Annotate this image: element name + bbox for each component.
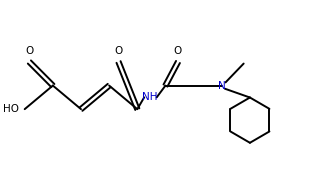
Text: O: O bbox=[114, 46, 123, 56]
Text: O: O bbox=[174, 46, 182, 56]
Text: O: O bbox=[25, 46, 33, 56]
Text: HO: HO bbox=[3, 104, 19, 114]
Text: NH: NH bbox=[142, 92, 158, 102]
Text: N: N bbox=[218, 81, 226, 91]
